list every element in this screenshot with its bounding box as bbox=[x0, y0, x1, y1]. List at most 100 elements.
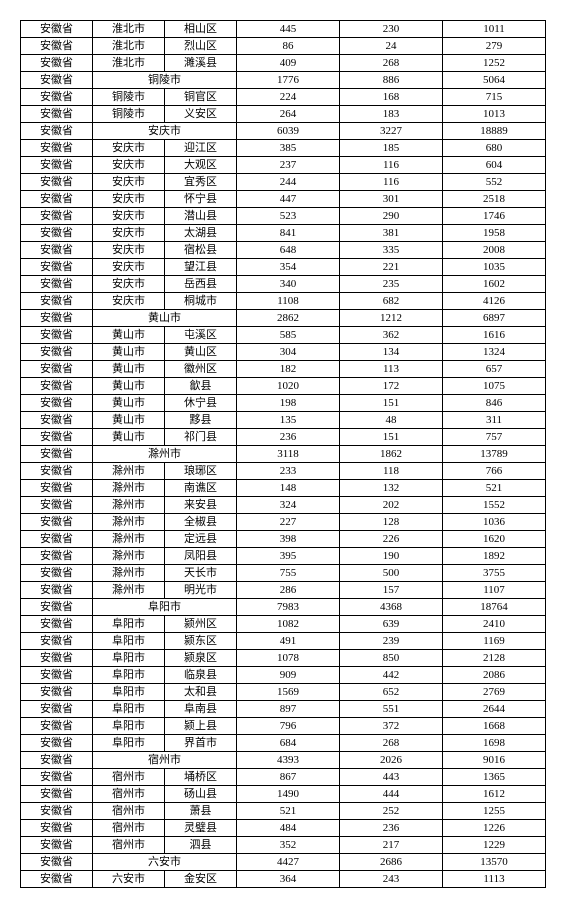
cell-province: 安徽省 bbox=[21, 803, 93, 820]
cell-value: 585 bbox=[237, 327, 340, 344]
cell-value: 755 bbox=[237, 565, 340, 582]
cell-value: 2644 bbox=[443, 701, 546, 718]
cell-province: 安徽省 bbox=[21, 480, 93, 497]
cell-value: 226 bbox=[340, 531, 443, 548]
table-row: 安徽省滁州市凤阳县3951901892 bbox=[21, 548, 546, 565]
cell-city: 安庆市 bbox=[93, 157, 165, 174]
cell-province: 安徽省 bbox=[21, 293, 93, 310]
cell-value: 657 bbox=[443, 361, 546, 378]
cell-district: 烈山区 bbox=[165, 38, 237, 55]
cell-value: 1212 bbox=[340, 310, 443, 327]
table-row: 安徽省黄山市屯溪区5853621616 bbox=[21, 327, 546, 344]
cell-value: 3227 bbox=[340, 123, 443, 140]
table-row: 安徽省淮北市濉溪县4092681252 bbox=[21, 55, 546, 72]
cell-district: 泗县 bbox=[165, 837, 237, 854]
cell-city: 阜阳市 bbox=[93, 718, 165, 735]
table-row: 安徽省安庆市宜秀区244116552 bbox=[21, 174, 546, 191]
cell-value: 1013 bbox=[443, 106, 546, 123]
cell-value: 13570 bbox=[443, 854, 546, 871]
table-row: 安徽省滁州市天长市7555003755 bbox=[21, 565, 546, 582]
cell-value: 230 bbox=[340, 21, 443, 38]
cell-city: 滁州市 bbox=[93, 514, 165, 531]
cell-value: 1020 bbox=[237, 378, 340, 395]
cell-value: 682 bbox=[340, 293, 443, 310]
cell-value: 237 bbox=[237, 157, 340, 174]
table-row: 安徽省滁州市南谯区148132521 bbox=[21, 480, 546, 497]
cell-city: 六安市 bbox=[93, 871, 165, 888]
table-row: 安徽省宿州市萧县5212521255 bbox=[21, 803, 546, 820]
cell-value: 5064 bbox=[443, 72, 546, 89]
table-row: 安徽省安庆市太湖县8413811958 bbox=[21, 225, 546, 242]
cell-province: 安徽省 bbox=[21, 820, 93, 837]
cell-province: 安徽省 bbox=[21, 242, 93, 259]
cell-city-merged: 铜陵市 bbox=[93, 72, 237, 89]
cell-value: 236 bbox=[237, 429, 340, 446]
cell-city: 淮北市 bbox=[93, 55, 165, 72]
cell-city: 铜陵市 bbox=[93, 106, 165, 123]
cell-value: 1324 bbox=[443, 344, 546, 361]
cell-value: 182 bbox=[237, 361, 340, 378]
table-row: 安徽省铜陵市铜官区224168715 bbox=[21, 89, 546, 106]
cell-value: 796 bbox=[237, 718, 340, 735]
cell-district: 大观区 bbox=[165, 157, 237, 174]
cell-district: 阜南县 bbox=[165, 701, 237, 718]
table-row: 安徽省安庆市望江县3542211035 bbox=[21, 259, 546, 276]
cell-value: 398 bbox=[237, 531, 340, 548]
cell-value: 1668 bbox=[443, 718, 546, 735]
cell-value: 867 bbox=[237, 769, 340, 786]
cell-district: 望江县 bbox=[165, 259, 237, 276]
cell-district: 金安区 bbox=[165, 871, 237, 888]
cell-city: 宿州市 bbox=[93, 820, 165, 837]
cell-district: 明光市 bbox=[165, 582, 237, 599]
cell-value: 1036 bbox=[443, 514, 546, 531]
cell-value: 1365 bbox=[443, 769, 546, 786]
cell-value: 6897 bbox=[443, 310, 546, 327]
cell-province: 安徽省 bbox=[21, 463, 93, 480]
table-row: 安徽省宿州市埇桥区8674431365 bbox=[21, 769, 546, 786]
cell-value: 4126 bbox=[443, 293, 546, 310]
cell-city: 安庆市 bbox=[93, 174, 165, 191]
cell-value: 1255 bbox=[443, 803, 546, 820]
table-row: 安徽省宿州市灵璧县4842361226 bbox=[21, 820, 546, 837]
cell-city: 安庆市 bbox=[93, 140, 165, 157]
table-row: 安徽省安庆市大观区237116604 bbox=[21, 157, 546, 174]
cell-city: 黄山市 bbox=[93, 327, 165, 344]
cell-district: 迎江区 bbox=[165, 140, 237, 157]
cell-province: 安徽省 bbox=[21, 327, 93, 344]
table-row: 安徽省铜陵市17768865064 bbox=[21, 72, 546, 89]
cell-value: 648 bbox=[237, 242, 340, 259]
cell-value: 118 bbox=[340, 463, 443, 480]
cell-value: 18764 bbox=[443, 599, 546, 616]
cell-province: 安徽省 bbox=[21, 378, 93, 395]
cell-value: 715 bbox=[443, 89, 546, 106]
table-body: 安徽省淮北市相山区4452301011安徽省淮北市烈山区8624279安徽省淮北… bbox=[21, 21, 546, 888]
cell-value: 1746 bbox=[443, 208, 546, 225]
cell-value: 1602 bbox=[443, 276, 546, 293]
cell-value: 1892 bbox=[443, 548, 546, 565]
cell-province: 安徽省 bbox=[21, 616, 93, 633]
cell-value: 1616 bbox=[443, 327, 546, 344]
cell-value: 2862 bbox=[237, 310, 340, 327]
cell-city: 宿州市 bbox=[93, 837, 165, 854]
table-row: 安徽省宿州市439320269016 bbox=[21, 752, 546, 769]
cell-value: 886 bbox=[340, 72, 443, 89]
cell-city: 安庆市 bbox=[93, 225, 165, 242]
table-row: 安徽省六安市4427268613570 bbox=[21, 854, 546, 871]
table-row: 安徽省淮北市烈山区8624279 bbox=[21, 38, 546, 55]
cell-value: 3755 bbox=[443, 565, 546, 582]
cell-city: 阜阳市 bbox=[93, 650, 165, 667]
cell-district: 太湖县 bbox=[165, 225, 237, 242]
page-container: 安徽省淮北市相山区4452301011安徽省淮北市烈山区8624279安徽省淮北… bbox=[20, 20, 545, 888]
cell-value: 523 bbox=[237, 208, 340, 225]
cell-value: 395 bbox=[237, 548, 340, 565]
cell-province: 安徽省 bbox=[21, 191, 93, 208]
cell-value: 1862 bbox=[340, 446, 443, 463]
cell-province: 安徽省 bbox=[21, 89, 93, 106]
table-row: 安徽省安庆市6039322718889 bbox=[21, 123, 546, 140]
cell-province: 安徽省 bbox=[21, 395, 93, 412]
cell-district: 临泉县 bbox=[165, 667, 237, 684]
cell-province: 安徽省 bbox=[21, 684, 93, 701]
cell-province: 安徽省 bbox=[21, 446, 93, 463]
cell-value: 2128 bbox=[443, 650, 546, 667]
cell-value: 447 bbox=[237, 191, 340, 208]
